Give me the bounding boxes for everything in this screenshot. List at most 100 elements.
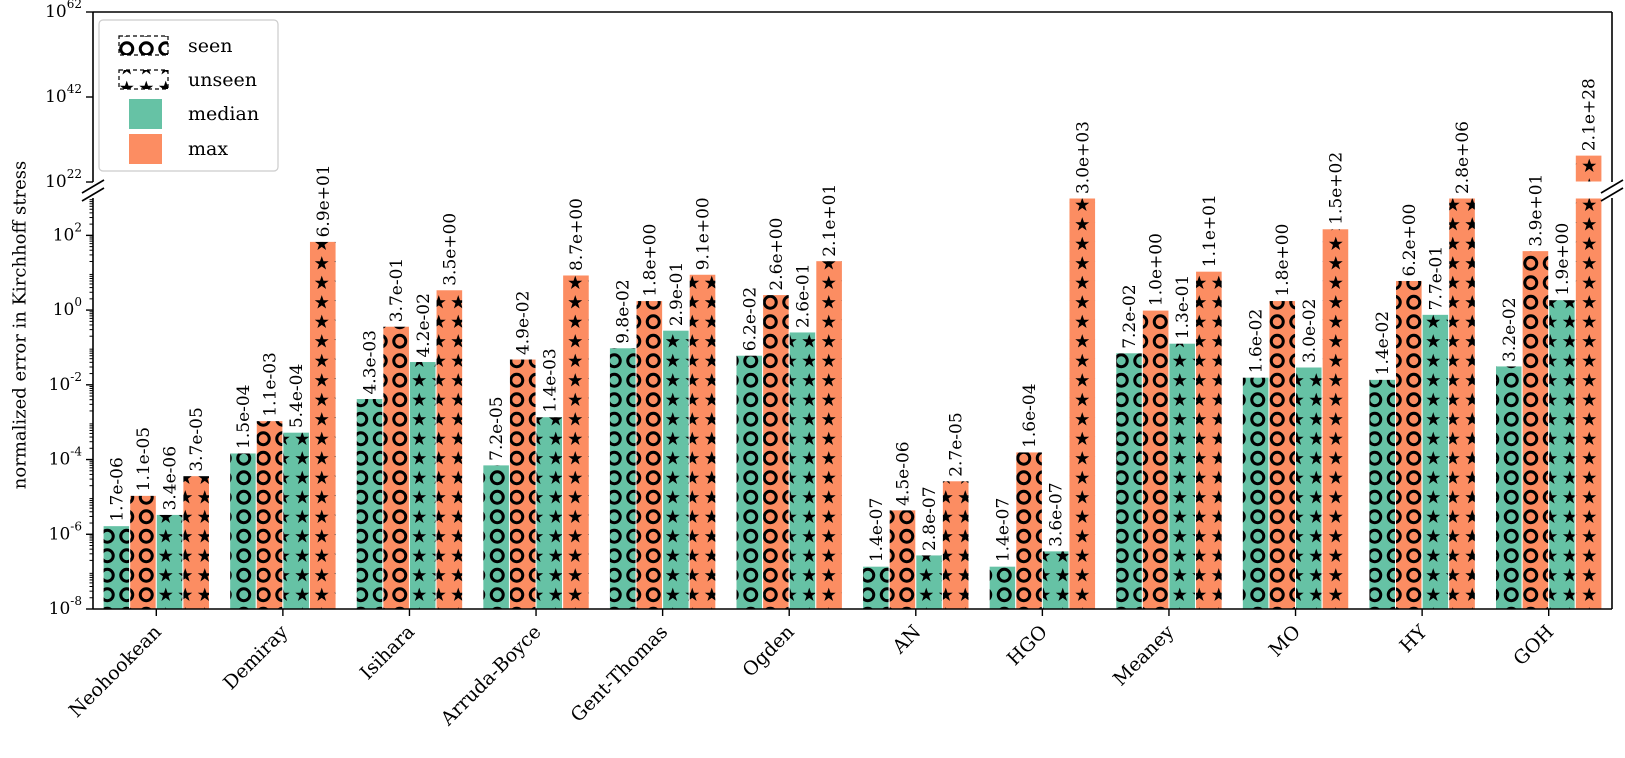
axes-frame [92, 11, 1613, 610]
value-label: 3.9e+01 [1526, 174, 1546, 247]
legend-label-seen: seen [188, 35, 232, 57]
bar-hatch-seen-median [988, 565, 1017, 610]
bar-hatch-unseen-max [688, 273, 717, 610]
y-tick-label: 100 [53, 295, 82, 320]
y-tick-label: 10-4 [49, 445, 83, 470]
bar-hatch-unseen-max [1068, 197, 1097, 610]
value-label: 2.8e-07 [920, 486, 940, 550]
x-tick-label: HY [1396, 621, 1432, 657]
bar-hatch-unseen-median [788, 331, 817, 610]
value-label: 1.6e-04 [1020, 383, 1040, 447]
bar-hatch-unseen-max [182, 475, 210, 610]
bar-hatch-unseen-max [562, 274, 590, 610]
bar-hatch-unseen-max [435, 289, 464, 610]
bar-hatch-unseen-median [1548, 299, 1576, 610]
value-label: 6.9e+01 [314, 164, 334, 237]
value-label: 9.1e+00 [694, 197, 714, 270]
bar-hatch-seen-max [762, 294, 790, 610]
value-label: 1.9e+00 [1553, 223, 1573, 296]
value-label: 7.2e-02 [1120, 284, 1140, 348]
value-label: 2.1e+28 [1580, 78, 1600, 151]
value-label: 4.3e-03 [361, 330, 381, 394]
value-label: 2.8e+06 [1453, 121, 1473, 194]
legend-swatch-median [129, 99, 162, 129]
value-label: 3.0e+03 [1073, 121, 1093, 194]
break-mark [1600, 187, 1624, 202]
value-label: 1.4e-02 [1373, 311, 1393, 375]
bar-hatch-seen-max [1395, 279, 1423, 610]
x-tick-label: Isihara [356, 621, 419, 684]
value-label: 6.2e-02 [740, 287, 760, 351]
value-label: 2.9e-01 [667, 262, 687, 326]
value-label: 3.7e-01 [387, 258, 407, 322]
value-label: 1.7e-06 [107, 457, 127, 521]
bar-hatch-seen-median [1495, 365, 1523, 610]
value-label: 1.3e-01 [1173, 275, 1193, 339]
bar-hatch-unseen-max-upper [1574, 154, 1603, 183]
bar-hatch-seen-median [1115, 352, 1143, 610]
legend-swatch-max [129, 134, 162, 164]
y-axis-label: normalized error in Kirchhoff stress [10, 161, 31, 489]
value-label: 9.8e-02 [614, 279, 634, 343]
value-label: 1.1e-03 [261, 352, 281, 416]
bar-hatch-unseen-max [308, 240, 337, 610]
bar-hatch-seen-median [1368, 378, 1397, 610]
y-tick-label: 10-8 [49, 594, 82, 619]
value-label: 2.7e-05 [947, 412, 967, 476]
x-tick-label: HGO [1003, 621, 1052, 670]
value-label: 3.5e+00 [440, 213, 460, 286]
bar-hatch-seen-median [862, 565, 890, 610]
bar-hatch-seen-max [635, 300, 664, 610]
bar-hatch-unseen-median [1421, 313, 1450, 610]
legend-label-median: median [188, 103, 259, 125]
value-label: 3.7e-05 [187, 407, 207, 471]
break-mark [1600, 179, 1624, 194]
bar-hatch-seen-median [735, 354, 764, 610]
value-label: 4.9e-02 [514, 291, 534, 355]
bar-hatch-seen-max [1141, 309, 1170, 610]
bar-hatch-seen-median [1241, 376, 1270, 610]
bar-hatch-seen-max [508, 358, 537, 610]
value-label: 1.5e+02 [1326, 152, 1346, 225]
legend-label-unseen: unseen [188, 69, 257, 91]
bar-hatch-seen-max [1521, 250, 1550, 610]
value-label: 2.6e-01 [794, 263, 814, 327]
x-tick-label: MO [1265, 621, 1305, 661]
value-label: 5.4e-04 [287, 364, 307, 428]
bar-hatch-unseen-median [282, 431, 310, 610]
value-label: 1.4e-07 [993, 498, 1013, 562]
value-label: 1.6e-02 [1247, 309, 1267, 373]
value-label: 6.2e+00 [1400, 203, 1420, 276]
bars-layer [102, 154, 1603, 610]
bar-hatch-seen-max [1268, 300, 1297, 610]
x-ticks: Neohookean Demiray Isihara Arruda-Boyce Gent… [65, 609, 1558, 731]
value-label: 1.8e+00 [1273, 224, 1293, 297]
bar-hatch-unseen-median [1041, 550, 1070, 610]
bar-hatch-seen-max [1015, 451, 1043, 610]
value-label: 3.4e-06 [161, 446, 181, 510]
value-label: 1.4e-03 [540, 348, 560, 412]
bar-hatch-unseen-median [915, 554, 943, 610]
value-label: 1.1e+01 [1200, 194, 1220, 267]
value-labels: 1.7e-06 1.1e-05 3.4e-06 3.7e-05 1.5e-04 1.1e-… [107, 78, 1599, 562]
bar-hatch-seen-median [482, 464, 510, 610]
x-tick-label: Neohookean [65, 621, 166, 722]
bar-hatch-seen-max [888, 509, 917, 610]
x-tick-label: Meaney [1109, 621, 1179, 691]
x-tick-label: AN [888, 621, 926, 659]
bar-hatch-unseen-max [1195, 270, 1223, 610]
value-label: 7.2e-05 [487, 396, 507, 460]
bar-hatch-unseen-max [1574, 197, 1603, 610]
y-tick-label: 1042 [45, 82, 82, 107]
bar-hatch-unseen-median [1295, 366, 1323, 610]
axis-break-marks [81, 179, 1624, 202]
y-ticks: 10-8 10-6 10-4 10-2 100 102 1022 1042 1062 [45, 0, 93, 619]
bar-hatch-seen-median [355, 398, 384, 610]
y-tick-label: 1062 [45, 0, 82, 22]
value-label: 2.6e+00 [767, 218, 787, 291]
break-mark [81, 187, 105, 202]
value-label: 3.6e-07 [1047, 482, 1067, 546]
x-tick-label: GOH [1509, 621, 1558, 670]
value-label: 1.1e-05 [134, 427, 154, 491]
